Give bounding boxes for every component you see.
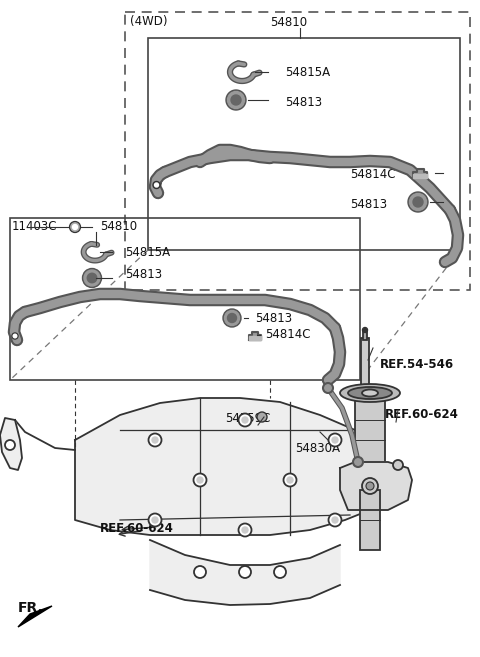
Circle shape xyxy=(12,333,18,339)
Circle shape xyxy=(332,517,338,523)
Polygon shape xyxy=(340,462,412,510)
Circle shape xyxy=(226,90,246,110)
Text: 54815A: 54815A xyxy=(125,246,170,258)
Circle shape xyxy=(366,482,374,490)
Circle shape xyxy=(225,311,240,325)
Text: REF.54-546: REF.54-546 xyxy=(380,359,454,371)
Circle shape xyxy=(362,478,378,494)
Circle shape xyxy=(257,412,267,422)
Circle shape xyxy=(152,517,158,523)
Text: 54559C: 54559C xyxy=(225,411,270,424)
Circle shape xyxy=(153,181,160,189)
Ellipse shape xyxy=(340,384,400,402)
Text: 54810: 54810 xyxy=(100,221,137,233)
Circle shape xyxy=(83,269,101,288)
Circle shape xyxy=(239,524,252,537)
Circle shape xyxy=(228,91,244,108)
Circle shape xyxy=(332,437,338,443)
Circle shape xyxy=(287,477,293,483)
Text: 54813: 54813 xyxy=(350,198,387,212)
Circle shape xyxy=(413,197,423,207)
Circle shape xyxy=(242,527,248,533)
Text: 54810: 54810 xyxy=(270,16,307,28)
Polygon shape xyxy=(150,540,340,605)
Circle shape xyxy=(242,417,248,423)
Circle shape xyxy=(323,383,333,393)
Circle shape xyxy=(84,270,100,286)
Text: 54830A: 54830A xyxy=(295,442,340,455)
Text: 54814C: 54814C xyxy=(350,168,396,181)
Circle shape xyxy=(274,566,286,578)
Polygon shape xyxy=(249,332,261,340)
Circle shape xyxy=(409,194,427,210)
Text: (4WD): (4WD) xyxy=(130,16,168,28)
Text: 54815A: 54815A xyxy=(285,66,330,79)
Text: 54813: 54813 xyxy=(285,97,322,110)
Circle shape xyxy=(148,434,161,447)
Circle shape xyxy=(328,434,341,447)
Polygon shape xyxy=(18,606,52,627)
Ellipse shape xyxy=(348,387,392,399)
Circle shape xyxy=(231,95,241,105)
Circle shape xyxy=(193,474,206,486)
Circle shape xyxy=(152,437,158,443)
Circle shape xyxy=(353,457,363,467)
Polygon shape xyxy=(0,418,22,470)
Circle shape xyxy=(408,192,428,212)
Polygon shape xyxy=(75,398,375,535)
Text: 54813: 54813 xyxy=(125,267,162,281)
Polygon shape xyxy=(413,168,427,177)
Circle shape xyxy=(239,566,251,578)
Circle shape xyxy=(194,566,206,578)
Bar xyxy=(361,338,369,393)
Circle shape xyxy=(13,334,17,338)
Circle shape xyxy=(5,440,15,450)
Text: REF.60-624: REF.60-624 xyxy=(100,522,174,535)
Text: REF.60-624: REF.60-624 xyxy=(385,409,459,422)
Ellipse shape xyxy=(362,390,378,397)
Text: 54814C: 54814C xyxy=(265,328,311,342)
Text: 11403C: 11403C xyxy=(12,221,58,233)
Circle shape xyxy=(393,460,403,470)
Text: FR.: FR. xyxy=(18,601,44,615)
Polygon shape xyxy=(249,336,261,340)
Bar xyxy=(363,330,367,340)
Circle shape xyxy=(239,413,252,426)
Bar xyxy=(360,490,380,550)
Circle shape xyxy=(328,514,341,526)
Text: 54813: 54813 xyxy=(255,311,292,325)
Circle shape xyxy=(284,474,297,486)
Circle shape xyxy=(70,221,81,233)
Circle shape xyxy=(362,327,368,332)
Polygon shape xyxy=(413,173,427,177)
Circle shape xyxy=(72,225,77,229)
Circle shape xyxy=(148,514,161,526)
Circle shape xyxy=(223,309,241,327)
Circle shape xyxy=(87,273,97,283)
Circle shape xyxy=(155,183,158,187)
Circle shape xyxy=(228,313,237,323)
Bar xyxy=(355,393,385,468)
Circle shape xyxy=(197,477,203,483)
